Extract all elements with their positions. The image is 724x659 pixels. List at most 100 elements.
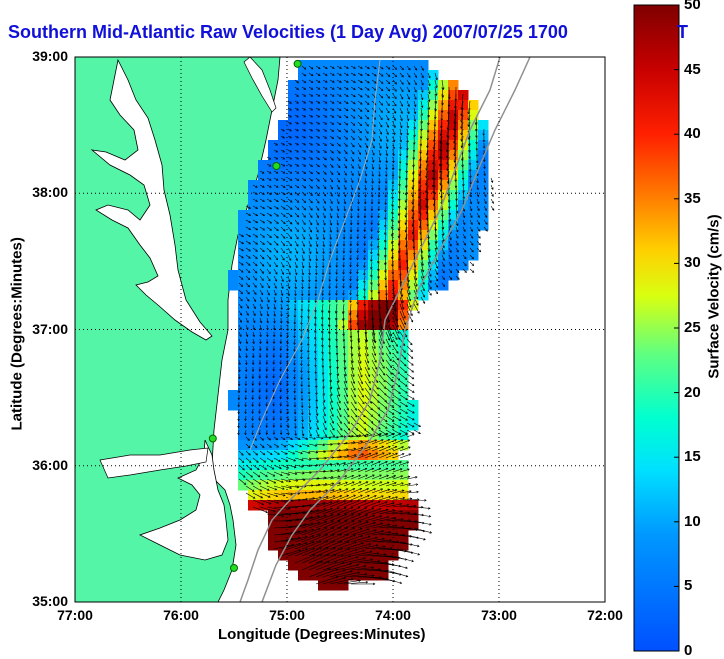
- velocity-arrowhead: [247, 299, 250, 302]
- velocity-arrow: [413, 107, 416, 114]
- velocity-arrow: [315, 387, 317, 395]
- velocity-arrow: [315, 547, 336, 557]
- velocity-arrowhead: [483, 159, 486, 163]
- velocity-arrow: [468, 114, 471, 127]
- velocity-arrow: [259, 478, 269, 484]
- velocity-arrowhead: [381, 66, 384, 70]
- velocity-arrow: [391, 233, 394, 244]
- velocity-arrow: [357, 474, 368, 480]
- velocity-arrowhead: [240, 298, 243, 302]
- velocity-arrow: [371, 233, 373, 239]
- velocity-arrow: [364, 282, 366, 291]
- velocity-arrow: [301, 142, 306, 146]
- velocity-arrowhead: [400, 118, 403, 122]
- velocity-arrow: [336, 541, 357, 550]
- velocity-arrow: [259, 177, 265, 181]
- velocity-arrow: [406, 429, 414, 435]
- velocity-arrow: [462, 212, 465, 218]
- velocity-arrowhead: [373, 353, 377, 356]
- velocity-arrow: [322, 401, 326, 410]
- velocity-arrow: [322, 507, 340, 515]
- velocity-arrow: [392, 422, 401, 428]
- velocity-arrow: [301, 324, 303, 332]
- velocity-arrowhead: [255, 206, 259, 209]
- velocity-arrowhead: [258, 397, 261, 400]
- velocity-arrow: [371, 352, 377, 363]
- velocity-arrow: [378, 446, 391, 452]
- velocity-cell: [328, 500, 339, 511]
- velocity-arrow: [462, 268, 467, 273]
- velocity-arrowhead: [335, 265, 339, 268]
- velocity-arrowhead: [360, 95, 363, 98]
- velocity-arrow: [287, 303, 289, 310]
- velocity-arrow: [322, 540, 343, 550]
- velocity-arrowhead: [378, 167, 381, 170]
- velocity-arrow: [343, 380, 348, 390]
- velocity-arrow: [448, 233, 452, 240]
- velocity-arrowhead: [303, 200, 307, 204]
- velocity-arrowhead: [237, 411, 240, 415]
- velocity-arrow: [418, 184, 422, 199]
- velocity-arrowhead: [375, 452, 379, 455]
- velocity-arrow: [441, 79, 444, 90]
- velocity-arrow: [469, 198, 472, 204]
- velocity-cell: [358, 430, 369, 441]
- velocity-cell: [338, 440, 349, 451]
- velocity-cell: [298, 70, 309, 81]
- velocity-arrowhead: [394, 89, 397, 92]
- velocity-cell: [248, 330, 259, 341]
- velocity-cell: [338, 200, 349, 211]
- velocity-arrowhead: [310, 179, 313, 182]
- velocity-arrow: [357, 401, 365, 411]
- velocity-arrowhead: [293, 370, 296, 373]
- velocity-arrowhead: [457, 277, 460, 280]
- velocity-arrowhead: [313, 330, 317, 333]
- velocity-arrowhead: [307, 378, 311, 381]
- velocity-arrow: [441, 254, 445, 261]
- velocity-arrow: [385, 496, 398, 501]
- velocity-arrow: [448, 254, 452, 260]
- velocity-arrowhead: [308, 406, 311, 409]
- velocity-arrowhead: [329, 223, 333, 226]
- velocity-arrowhead: [286, 362, 289, 366]
- velocity-arrowhead: [269, 199, 272, 202]
- velocity-arrowhead: [248, 256, 251, 259]
- velocity-arrow: [259, 408, 261, 414]
- velocity-arrowhead: [476, 194, 480, 198]
- velocity-arrow: [301, 177, 306, 182]
- velocity-arrow: [392, 121, 396, 128]
- velocity-cell: [348, 390, 359, 401]
- velocity-arrowhead: [258, 482, 262, 485]
- velocity-arrow: [315, 483, 327, 487]
- velocity-arrow: [315, 540, 336, 550]
- velocity-cell: [368, 80, 379, 91]
- velocity-cell: [258, 370, 269, 381]
- velocity-arrow: [364, 373, 371, 384]
- velocity-arrowhead: [301, 265, 305, 269]
- velocity-cell: [308, 230, 319, 241]
- velocity-arrow: [343, 345, 345, 356]
- velocity-arrowhead: [367, 80, 370, 84]
- velocity-cell: [418, 60, 429, 71]
- velocity-arrow: [308, 310, 310, 319]
- velocity-arrowhead: [309, 230, 313, 233]
- lat-tick-label: 35:00: [32, 593, 68, 609]
- velocity-arrowhead: [286, 342, 289, 345]
- velocity-arrowhead: [403, 350, 406, 353]
- velocity-arrowhead: [252, 327, 256, 331]
- velocity-arrowhead: [279, 321, 283, 324]
- velocity-cell: [328, 190, 339, 201]
- velocity-arrow: [315, 514, 333, 522]
- velocity-cell: [258, 360, 269, 371]
- velocity-arrowhead: [272, 355, 276, 358]
- velocity-arrowhead: [389, 333, 393, 337]
- velocity-arrow: [287, 282, 290, 289]
- velocity-arrowhead: [471, 249, 474, 253]
- velocity-arrow: [287, 149, 292, 153]
- velocity-arrowhead: [251, 482, 254, 485]
- velocity-arrow: [336, 429, 343, 438]
- velocity-arrow: [280, 436, 286, 440]
- velocity-arrow: [301, 268, 304, 275]
- velocity-arrow: [238, 478, 246, 485]
- velocity-arrowhead: [328, 293, 331, 296]
